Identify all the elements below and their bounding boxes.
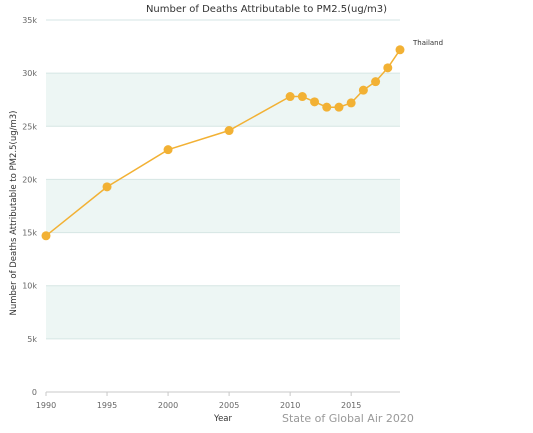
data-point[interactable]	[297, 92, 307, 102]
y-tick-label: 15k	[22, 229, 37, 238]
y-tick-labels: 0 5k 10k 15k 20k 25k 30k 35k	[22, 16, 37, 397]
y-tick-label: 20k	[22, 175, 37, 184]
series-label-thailand: Thailand	[413, 39, 444, 47]
data-point[interactable]	[285, 92, 295, 102]
x-tick-label: 2005	[219, 401, 239, 410]
data-point[interactable]	[310, 97, 320, 107]
data-point[interactable]	[395, 45, 405, 55]
chart-credit: State of Global Air 2020	[282, 412, 414, 425]
y-tick-label: 30k	[22, 69, 37, 78]
data-point[interactable]	[102, 182, 112, 192]
y-tick-label: 35k	[22, 16, 37, 25]
series-group	[41, 45, 405, 241]
data-point[interactable]	[383, 63, 393, 73]
x-tick-labels: 1990 1995 2000 2005 2010 2015	[36, 392, 361, 410]
y-tick-label: 5k	[27, 335, 37, 344]
gridlines	[46, 19, 400, 393]
x-tick-label: 1995	[97, 401, 117, 410]
data-point[interactable]	[224, 126, 234, 136]
data-point[interactable]	[41, 231, 51, 241]
data-point[interactable]	[322, 102, 332, 112]
chart-title: Number of Deaths Attributable to PM2.5(u…	[145, 4, 388, 15]
x-tick-label: 2000	[158, 401, 178, 410]
data-point[interactable]	[163, 145, 173, 155]
y-tick-label: 10k	[22, 282, 37, 291]
plot-band	[46, 285, 400, 339]
data-point[interactable]	[371, 77, 381, 87]
plot-band	[46, 179, 400, 233]
data-point[interactable]	[334, 102, 344, 112]
x-tick-label: 1990	[36, 401, 56, 410]
plot-band	[46, 73, 400, 127]
data-point[interactable]	[358, 85, 368, 95]
x-tick-label: 2010	[280, 401, 300, 410]
y-tick-label: 0	[32, 388, 37, 397]
y-axis-label: Number of Deaths Attributable to PM2.5(u…	[9, 111, 19, 316]
x-axis-label: Year	[213, 414, 233, 424]
y-tick-label: 25k	[22, 122, 37, 131]
data-point[interactable]	[346, 98, 356, 108]
plot-bands	[46, 73, 400, 339]
x-tick-label: 2015	[341, 401, 361, 410]
